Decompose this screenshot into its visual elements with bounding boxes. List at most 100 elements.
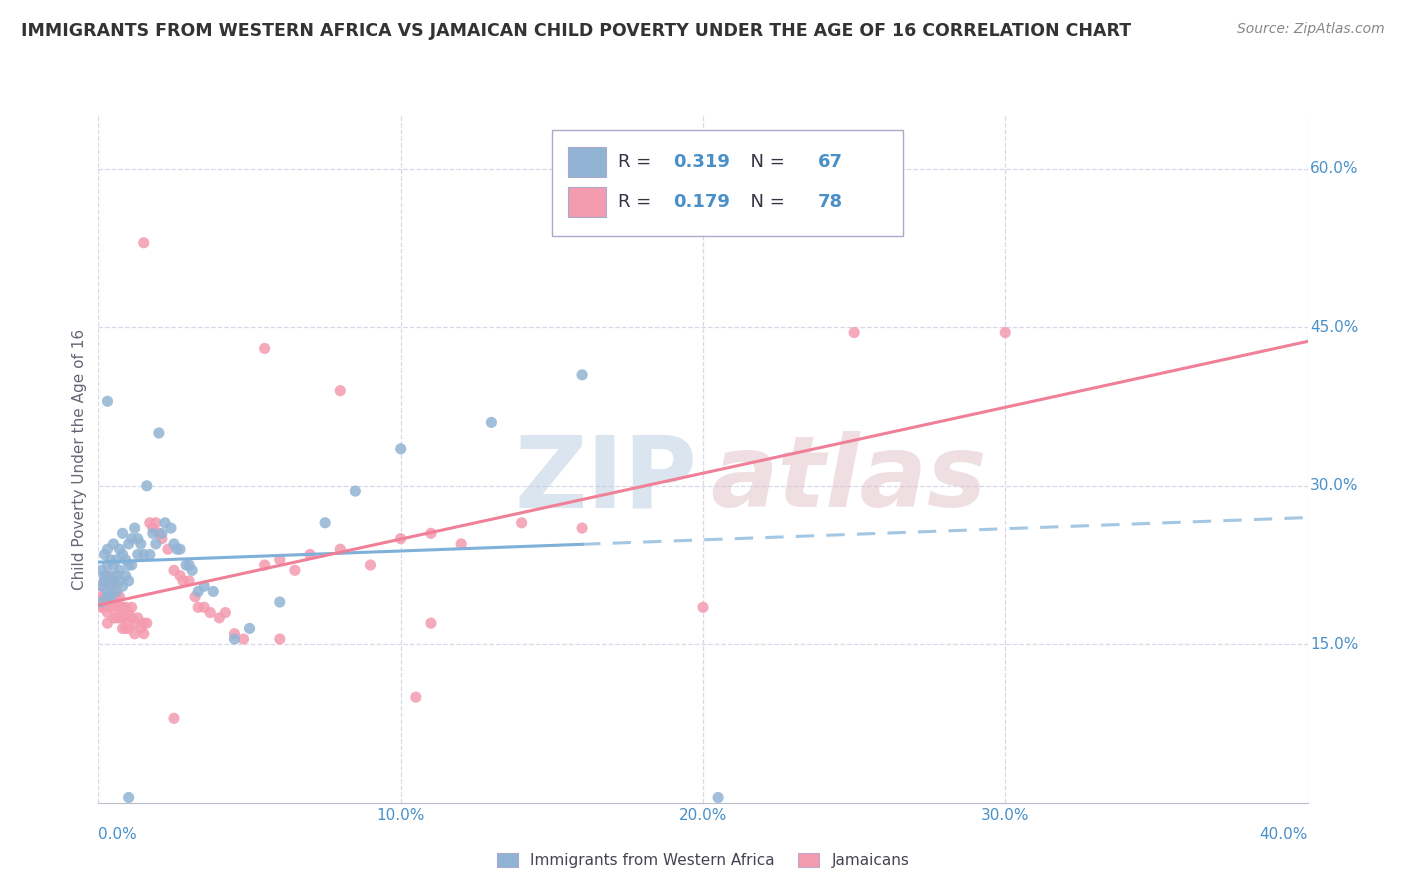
Point bbox=[114, 568, 136, 582]
Text: 78: 78 bbox=[818, 193, 844, 211]
Point bbox=[121, 600, 143, 615]
Point bbox=[208, 611, 231, 625]
Point bbox=[127, 611, 149, 625]
Y-axis label: Child Poverty Under the Age of 16: Child Poverty Under the Age of 16 bbox=[72, 329, 87, 590]
Point bbox=[169, 568, 191, 582]
Text: Source: ZipAtlas.com: Source: ZipAtlas.com bbox=[1237, 22, 1385, 37]
Point bbox=[239, 622, 262, 636]
FancyBboxPatch shape bbox=[568, 147, 606, 178]
Point bbox=[111, 611, 134, 625]
Point bbox=[571, 368, 593, 382]
Point bbox=[200, 606, 222, 620]
Text: 40.0%: 40.0% bbox=[1260, 827, 1308, 841]
Point bbox=[96, 584, 118, 599]
Point bbox=[103, 558, 125, 572]
Point bbox=[114, 622, 136, 636]
Point bbox=[90, 579, 112, 593]
Point bbox=[160, 521, 183, 535]
Point bbox=[114, 553, 136, 567]
Point bbox=[90, 590, 112, 604]
Point bbox=[114, 611, 136, 625]
Point bbox=[127, 548, 149, 562]
Point bbox=[177, 558, 201, 572]
Point bbox=[100, 568, 122, 582]
Point bbox=[153, 516, 176, 530]
Point bbox=[344, 484, 367, 499]
Point bbox=[105, 611, 128, 625]
Point bbox=[187, 600, 209, 615]
FancyBboxPatch shape bbox=[568, 186, 606, 217]
Point bbox=[169, 542, 191, 557]
Point bbox=[148, 526, 170, 541]
Point bbox=[329, 542, 352, 557]
Point bbox=[193, 579, 215, 593]
Point bbox=[844, 326, 866, 340]
Text: 60.0%: 60.0% bbox=[1310, 161, 1358, 177]
Point bbox=[174, 558, 197, 572]
Text: 67: 67 bbox=[818, 153, 842, 171]
Point bbox=[193, 600, 215, 615]
Point bbox=[450, 537, 472, 551]
Point bbox=[108, 563, 131, 577]
Point bbox=[118, 537, 141, 551]
Point bbox=[405, 690, 427, 705]
Point bbox=[96, 558, 118, 572]
Point bbox=[156, 542, 179, 557]
Point bbox=[419, 616, 441, 631]
Point bbox=[329, 384, 352, 398]
Point bbox=[105, 568, 128, 582]
Point bbox=[108, 600, 131, 615]
Point bbox=[111, 600, 134, 615]
Point bbox=[93, 590, 115, 604]
Point bbox=[571, 521, 593, 535]
Point bbox=[93, 600, 115, 615]
Point bbox=[93, 574, 115, 588]
Point bbox=[184, 590, 207, 604]
Point bbox=[253, 558, 276, 572]
Point bbox=[105, 553, 128, 567]
Point bbox=[510, 516, 533, 530]
Point bbox=[135, 616, 157, 631]
Point bbox=[163, 711, 186, 725]
Point bbox=[96, 590, 118, 604]
Point bbox=[139, 516, 162, 530]
Point bbox=[232, 632, 254, 646]
Point bbox=[163, 563, 186, 577]
Point bbox=[994, 326, 1017, 340]
Point bbox=[181, 563, 204, 577]
Point bbox=[269, 595, 291, 609]
Point bbox=[108, 574, 131, 588]
Point bbox=[100, 600, 122, 615]
Point bbox=[118, 622, 141, 636]
Text: 0.179: 0.179 bbox=[672, 193, 730, 211]
Text: 15.0%: 15.0% bbox=[1310, 637, 1358, 652]
Point bbox=[111, 526, 134, 541]
Point bbox=[121, 532, 143, 546]
Point bbox=[111, 579, 134, 593]
Point bbox=[103, 574, 125, 588]
Text: R =: R = bbox=[619, 193, 658, 211]
Point bbox=[284, 563, 307, 577]
Point bbox=[139, 548, 162, 562]
Point bbox=[269, 553, 291, 567]
Point bbox=[103, 537, 125, 551]
Point bbox=[481, 416, 503, 430]
Legend: Immigrants from Western Africa, Jamaicans: Immigrants from Western Africa, Jamaican… bbox=[491, 847, 915, 874]
Point bbox=[96, 616, 118, 631]
Text: ZIP: ZIP bbox=[515, 432, 697, 528]
Text: atlas: atlas bbox=[710, 432, 987, 528]
Point bbox=[142, 526, 165, 541]
Point bbox=[111, 622, 134, 636]
Point bbox=[90, 600, 112, 615]
Point bbox=[129, 622, 152, 636]
Point bbox=[299, 548, 322, 562]
Point bbox=[121, 558, 143, 572]
Point bbox=[118, 790, 141, 805]
Point bbox=[129, 537, 152, 551]
Point bbox=[148, 425, 170, 440]
Point bbox=[187, 584, 209, 599]
Point bbox=[124, 521, 146, 535]
Point bbox=[172, 574, 194, 588]
Point bbox=[142, 521, 165, 535]
Text: N =: N = bbox=[740, 193, 790, 211]
